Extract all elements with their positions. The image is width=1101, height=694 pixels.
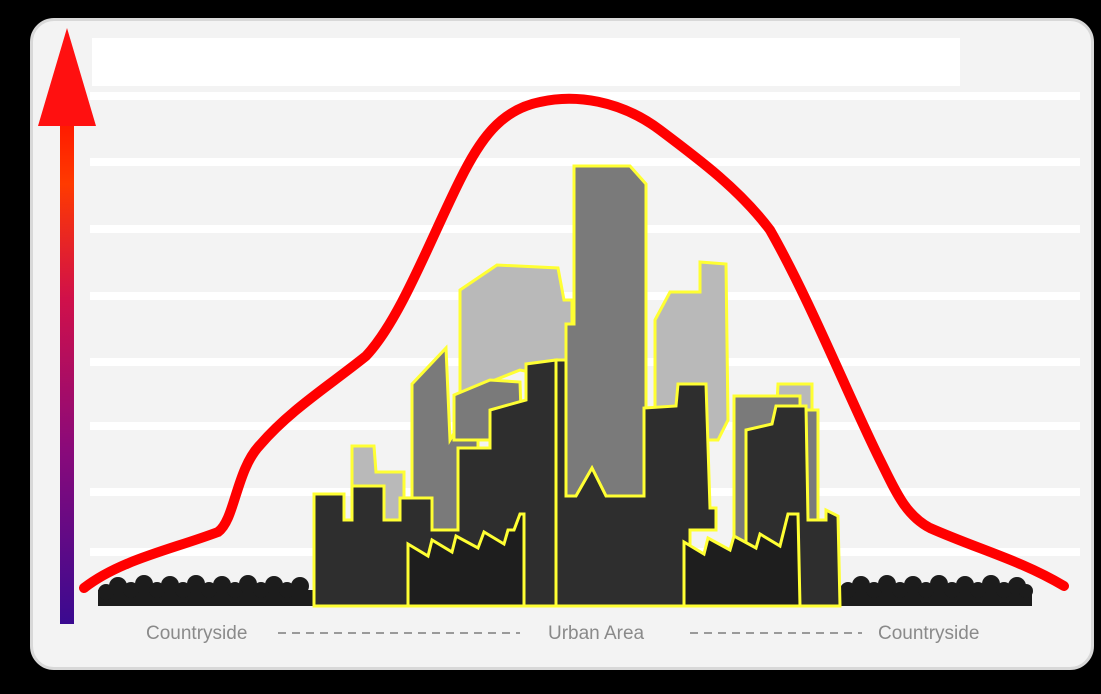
temperature-curve [79,93,1069,593]
label-countryside-left: Countryside [146,623,247,644]
building-mid [564,164,648,498]
label-countryside-right: Countryside [878,623,979,644]
factory-building [682,512,802,608]
tree-row-icon [840,575,1033,606]
label-urban-area: Urban Area [548,623,645,644]
building-dark [554,358,718,608]
vertical-gradient-arrow-icon [38,28,96,624]
factory-building [406,512,526,608]
tree-row-icon [98,575,314,606]
city-skyline [312,164,842,608]
